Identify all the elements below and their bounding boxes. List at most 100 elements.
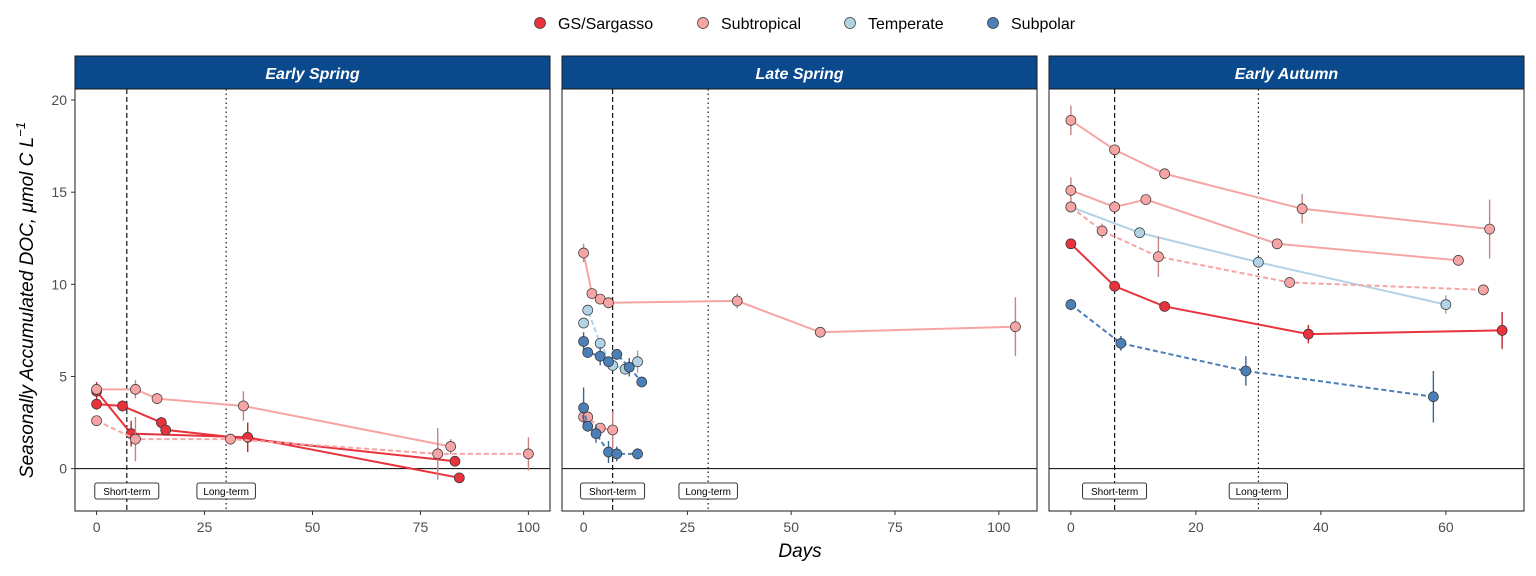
- data-point: [453, 472, 465, 484]
- series-2: [578, 332, 648, 388]
- x-tick-label: 25: [680, 519, 696, 535]
- data-point: [1284, 277, 1295, 288]
- data-point: [91, 398, 102, 410]
- data-point: [1065, 185, 1077, 196]
- series-4: [578, 387, 643, 464]
- reference-label-box: [196, 482, 256, 500]
- data-point: [1109, 201, 1120, 213]
- legend-key-1: [697, 17, 709, 29]
- data-point: [1253, 256, 1264, 268]
- series-line: [95, 390, 460, 479]
- panel-strip: [1048, 55, 1525, 90]
- data-point: [590, 428, 602, 439]
- data-point: [1453, 255, 1464, 266]
- x-tick-label: 25: [197, 519, 213, 535]
- y-tick-label: 10: [51, 276, 67, 292]
- reference-label-0: Short-term: [580, 482, 646, 500]
- x-axis-title: Days: [778, 541, 822, 562]
- data-point: [582, 304, 594, 316]
- data-point: [582, 347, 594, 358]
- data-point: [611, 349, 623, 360]
- data-point: [130, 433, 141, 445]
- y-axis-title-superscript: −1: [13, 122, 28, 137]
- x-tick-label: 0: [1067, 519, 1075, 535]
- legend-label: Subpolar: [1011, 16, 1076, 33]
- legend-label: GS/Sargasso: [558, 16, 653, 33]
- x-tick-label: 100: [517, 519, 541, 535]
- legend-key-2: [844, 17, 856, 29]
- y-tick-label: 15: [51, 184, 67, 200]
- series-4: [1065, 238, 1508, 349]
- data-point: [1240, 365, 1252, 377]
- x-tick-label: 20: [1188, 519, 1204, 535]
- data-point: [814, 326, 826, 338]
- reference-label-text: Long-term: [1236, 487, 1282, 498]
- panel-2: Early Autumn Short-term Long-term 0 20 40 60: [1048, 55, 1525, 535]
- data-point: [578, 317, 589, 329]
- data-point: [1065, 114, 1077, 126]
- series-3: [1065, 201, 1489, 296]
- data-point: [432, 448, 444, 460]
- data-point: [1159, 301, 1170, 312]
- data-point: [449, 455, 461, 467]
- data-point: [225, 433, 236, 445]
- series-line: [1070, 206, 1484, 291]
- data-point: [238, 400, 249, 412]
- reference-label-1: Long-term: [1228, 482, 1288, 500]
- panel-border: [561, 88, 1038, 512]
- data-point: [603, 356, 614, 368]
- data-point: [1440, 299, 1452, 310]
- reference-label-text: Short-term: [1091, 487, 1138, 498]
- data-point: [1115, 337, 1127, 349]
- data-point: [603, 297, 614, 309]
- series-2: [91, 380, 457, 454]
- reference-label-box: [580, 482, 646, 500]
- data-point: [1428, 391, 1439, 403]
- data-point: [523, 448, 534, 460]
- reference-label-text: Long-term: [203, 487, 249, 498]
- data-point: [594, 350, 606, 362]
- data-point: [623, 361, 635, 373]
- data-point: [1153, 251, 1164, 263]
- reference-label-text: Short-term: [589, 487, 636, 498]
- plot-area: [562, 89, 1037, 511]
- panel-0: Early Spring Short-term Long-term 0 25 50 75 10…: [74, 55, 551, 535]
- data-point: [586, 288, 598, 299]
- series-1: [1065, 177, 1464, 266]
- data-point: [117, 400, 128, 412]
- x-tick-label: 75: [887, 519, 903, 535]
- reference-label-0: Short-term: [94, 482, 160, 500]
- data-point: [1109, 280, 1120, 292]
- reference-label-1: Long-term: [678, 482, 738, 500]
- plot-area: [75, 89, 550, 511]
- data-point: [1484, 223, 1495, 235]
- data-point: [1478, 284, 1489, 296]
- data-point: [582, 420, 594, 432]
- x-tick-label: 0: [580, 519, 588, 535]
- data-point: [578, 336, 589, 347]
- data-point: [1140, 194, 1152, 205]
- data-point: [91, 415, 102, 427]
- y-tick-label: 20: [51, 92, 67, 108]
- x-tick-label: 40: [1313, 519, 1329, 535]
- x-tick-label: 50: [783, 519, 799, 535]
- data-point: [636, 376, 648, 388]
- series-5: [1065, 299, 1439, 423]
- data-point: [1271, 238, 1283, 250]
- panel-title: Early Autumn: [1235, 66, 1339, 83]
- legend-key-3: [987, 17, 999, 29]
- x-tick-label: 50: [305, 519, 321, 535]
- series-3: [91, 415, 534, 480]
- reference-label-1: Long-term: [196, 482, 256, 500]
- legend: GS/Sargasso Subtropical Temperate Subpolar: [534, 16, 1076, 33]
- data-point: [1010, 321, 1021, 333]
- x-tick-label: 0: [93, 519, 101, 535]
- y-axis-title-main: Seasonally Accumulated DOC, μmol C L: [17, 137, 38, 478]
- data-point: [130, 384, 141, 395]
- data-point: [1065, 299, 1077, 310]
- x-tick-label: 60: [1438, 519, 1454, 535]
- data-point: [1109, 144, 1120, 156]
- data-point: [731, 295, 743, 307]
- series-1: [91, 398, 461, 467]
- y-axis-title: Seasonally Accumulated DOC, μmol C L−1: [13, 122, 38, 478]
